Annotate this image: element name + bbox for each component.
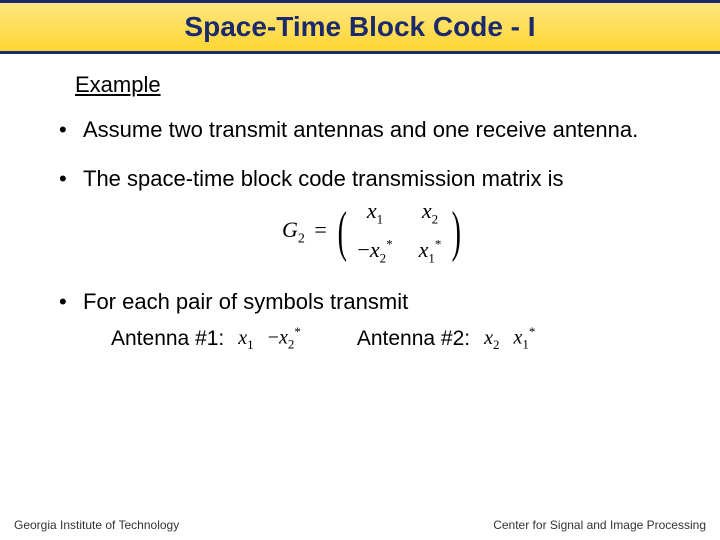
- bullet-2: The space-time block code transmission m…: [55, 165, 665, 268]
- bullet-2-text: The space-time block code transmission m…: [83, 166, 564, 191]
- antenna-2: Antenna #2: x2 x1*: [357, 324, 536, 354]
- antenna-2-sym2: x1*: [513, 324, 535, 354]
- antenna-1-sym1: x1: [238, 325, 253, 354]
- bullet-1: Assume two transmit antennas and one rec…: [55, 116, 665, 145]
- cell-11: x1: [357, 197, 392, 228]
- antenna-1-label: Antenna #1:: [111, 325, 224, 352]
- antenna-row: Antenna #1: x1 −x2* Antenna #2: x2 x1*: [111, 324, 665, 354]
- antenna-2-label: Antenna #2:: [357, 325, 470, 352]
- matrix-G-sub: 2: [298, 232, 305, 247]
- matrix-equation: G2 = ( x1 x2 −x2* x1* ): [83, 197, 665, 268]
- bullet-3-text: For each pair of symbols transmit: [83, 289, 408, 314]
- footer-left: Georgia Institute of Technology: [14, 518, 179, 532]
- cell-21: −x2*: [357, 236, 392, 267]
- antenna-1-sym2: −x2*: [268, 324, 301, 354]
- cell-12: x2: [419, 197, 442, 228]
- bullet-3: For each pair of symbols transmit Antenn…: [55, 288, 665, 354]
- left-paren: (: [337, 204, 346, 260]
- matrix-lhs: G2 =: [282, 216, 327, 249]
- matrix-eq: =: [314, 217, 326, 242]
- footer: Georgia Institute of Technology Center f…: [0, 518, 720, 532]
- matrix-G: G: [282, 217, 298, 242]
- subtitle: Example: [75, 72, 665, 98]
- footer-right: Center for Signal and Image Processing: [493, 518, 706, 532]
- title-bar: Space-Time Block Code - I: [0, 0, 720, 54]
- right-paren: ): [452, 204, 461, 260]
- matrix-body: x1 x2 −x2* x1*: [357, 197, 441, 268]
- antenna-1: Antenna #1: x1 −x2*: [111, 324, 301, 354]
- slide-title: Space-Time Block Code - I: [0, 11, 720, 43]
- cell-22: x1*: [419, 236, 442, 267]
- bullet-list: Assume two transmit antennas and one rec…: [55, 116, 665, 354]
- content-area: Example Assume two transmit antennas and…: [0, 54, 720, 354]
- antenna-2-sym1: x2: [484, 325, 499, 354]
